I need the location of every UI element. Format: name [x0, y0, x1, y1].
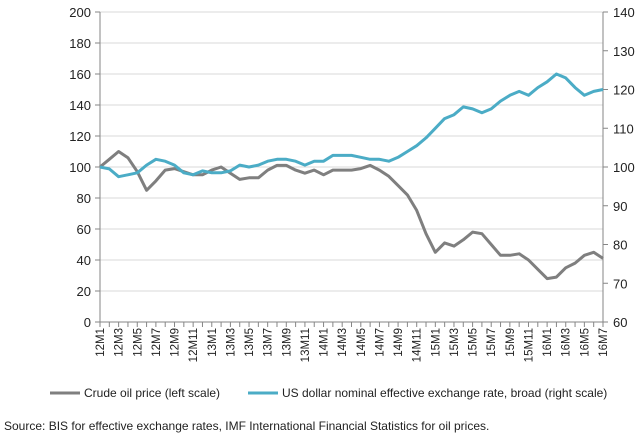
- gridlines: [100, 11, 603, 292]
- x-tick-label: 12M11: [188, 328, 200, 362]
- left-tick-label: 0: [84, 315, 91, 330]
- right-tick-label: 60: [613, 315, 627, 330]
- source-note: Source: BIS for effective exchange rates…: [4, 419, 489, 433]
- x-axis-ticks: 12M1 12M3 12M5 12M7 12M9 12M11 13M1 13M3 13M5 13M…: [95, 322, 610, 362]
- right-axis-ticks: 60 70 80 90 100 110 120 130 140: [603, 5, 635, 330]
- x-tick-label: 12M3: [114, 328, 126, 357]
- left-tick-label: 60: [77, 222, 91, 237]
- right-tick-label: 90: [613, 199, 627, 214]
- x-tick-label: 14M11: [412, 328, 424, 362]
- x-tick-label: 13M5: [244, 328, 256, 357]
- x-tick-label: 14M3: [337, 328, 349, 357]
- x-tick-label: 15M11: [523, 328, 535, 362]
- left-tick-label: 180: [69, 36, 91, 51]
- x-tick-label: 13M1: [207, 328, 219, 357]
- right-tick-label: 110: [613, 121, 634, 136]
- right-tick-label: 130: [613, 44, 635, 59]
- series-lines: [99, 72, 604, 281]
- x-tick-label: 14M7: [374, 328, 386, 357]
- x-tick-label: 16M5: [579, 328, 591, 357]
- x-tick-label: 16M7: [598, 328, 610, 357]
- left-tick-label: 140: [69, 98, 91, 113]
- x-tick-label: 16M1: [542, 328, 554, 357]
- x-tick-label: 13M9: [281, 328, 293, 357]
- left-axis-ticks: 0 20 40 60 80 100 120 140 160 180 200: [69, 5, 100, 330]
- legend: Crude oil price (left scale) US dollar n…: [50, 386, 607, 400]
- series-line-usd-exchange-rate: [99, 72, 604, 179]
- x-tick-label: 13M11: [300, 328, 312, 362]
- x-tick-label: 12M5: [132, 328, 144, 357]
- x-tick-label: 14M1: [319, 328, 331, 357]
- x-tick-label: 15M9: [505, 328, 517, 357]
- left-tick-label: 80: [77, 191, 91, 206]
- left-tick-label: 20: [77, 284, 91, 299]
- right-tick-label: 70: [613, 276, 627, 291]
- right-tick-label: 120: [613, 83, 635, 98]
- x-tick-label: 12M1: [95, 328, 107, 357]
- x-tick-label: 16M3: [561, 328, 573, 357]
- x-tick-label: 13M3: [225, 328, 237, 357]
- x-tick-label: 12M9: [170, 328, 182, 357]
- legend-label-usd: US dollar nominal effective exchange rat…: [282, 386, 607, 400]
- x-tick-label: 12M7: [151, 328, 163, 357]
- right-tick-label: 80: [613, 238, 627, 253]
- left-tick-label: 100: [69, 160, 91, 175]
- left-tick-label: 200: [69, 5, 91, 20]
- x-tick-label: 14M5: [356, 328, 368, 357]
- x-tick-label: 15M5: [468, 328, 480, 357]
- right-tick-label: 100: [613, 160, 635, 175]
- left-tick-label: 40: [77, 253, 91, 268]
- left-tick-label: 120: [69, 129, 91, 144]
- legend-label-crude-oil: Crude oil price (left scale): [84, 386, 220, 400]
- x-tick-label: 15M7: [486, 328, 498, 357]
- right-tick-label: 140: [613, 5, 635, 20]
- left-tick-label: 160: [69, 67, 91, 82]
- x-tick-label: 14M9: [393, 328, 405, 357]
- x-tick-label: 15M3: [449, 328, 461, 357]
- x-tick-label: 15M1: [430, 328, 442, 357]
- x-tick-label: 13M7: [263, 328, 275, 357]
